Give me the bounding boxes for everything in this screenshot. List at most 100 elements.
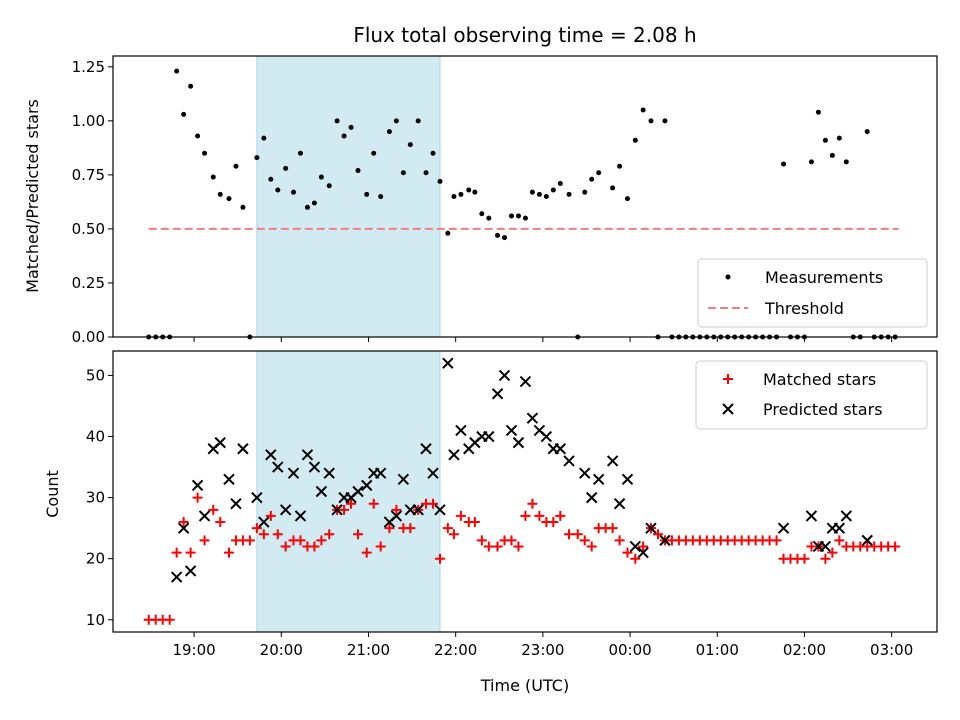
bottom-legend: Matched stars Predicted stars	[695, 360, 928, 430]
predicted-star-point	[805, 510, 818, 522]
measurement-point	[355, 168, 361, 174]
y-tick-label: 40	[86, 428, 105, 446]
legend-box	[695, 360, 928, 430]
measurement-point	[326, 183, 332, 189]
measurement-point	[202, 150, 208, 156]
predicted-star-point	[308, 461, 321, 473]
measurement-point	[589, 176, 595, 182]
bottom-axes: 10 20 30 40 50 19:00 20:00 21:00 22:00 23:00 00:00…	[86, 350, 938, 659]
measurement-point	[508, 213, 514, 219]
predicted-star-point	[540, 430, 553, 443]
measurement-point	[808, 159, 814, 165]
measurement-point	[437, 178, 443, 184]
predicted-star-point	[498, 369, 511, 382]
predicted-star-point	[184, 565, 197, 577]
matched-star-point	[455, 510, 466, 521]
legend-label-threshold: Threshold	[764, 299, 844, 318]
x-tick-label: 20:00	[260, 641, 303, 659]
predicted-star-point	[621, 473, 634, 485]
measurement-point	[240, 204, 246, 210]
measurement-point	[624, 196, 630, 202]
predicted-star-point	[279, 504, 292, 516]
predicted-star-point	[352, 485, 364, 498]
predicted-star-point	[170, 571, 183, 583]
matched-star-point	[652, 529, 663, 540]
matched-star-point	[192, 492, 203, 503]
measurement-point	[348, 124, 354, 130]
measurement-point	[290, 189, 296, 195]
predicted-star-point	[198, 510, 211, 522]
x-tick-label: 19:00	[172, 641, 215, 659]
legend-box	[697, 258, 928, 328]
predicted-star-point	[374, 467, 387, 479]
bottom-y-axis-label: Count	[43, 470, 62, 518]
matched-star-point	[442, 523, 453, 534]
predicted-star-point	[519, 375, 532, 388]
predicted-star-point	[294, 510, 307, 522]
matched-star-point	[469, 517, 480, 528]
predicted-star-point	[637, 546, 649, 559]
matched-star-point	[295, 535, 306, 546]
measurement-point	[297, 150, 303, 156]
predicted-star-point	[861, 534, 873, 547]
measurement-point	[829, 152, 835, 158]
matched-star-point	[827, 547, 838, 558]
matched-star-point	[316, 535, 327, 546]
measurement-point	[283, 165, 289, 171]
x-tick-label: 23:00	[521, 641, 564, 659]
matched-star-point	[492, 541, 503, 552]
y-tick-label: 20	[86, 550, 105, 568]
legend-label-matched: Matched stars	[763, 370, 876, 389]
shaded-observing-span	[256, 350, 441, 633]
matched-star-point	[391, 504, 402, 515]
y-tick-label: 0.50	[72, 220, 105, 238]
predicted-star-point	[512, 436, 525, 449]
measurement-point	[515, 213, 521, 219]
measurement-point	[864, 129, 870, 135]
predicted-star-point	[613, 498, 626, 510]
y-tick-label: 1.25	[72, 58, 105, 76]
x-tick-label: 03:00	[870, 641, 913, 659]
predicted-star-point	[287, 467, 300, 479]
legend-measurement-marker	[725, 274, 731, 280]
predicted-star-point	[214, 436, 226, 449]
matched-star-point	[890, 541, 901, 552]
matched-star-point	[564, 529, 575, 540]
matched-star-point	[375, 541, 386, 552]
y-tick-label: 0.75	[72, 166, 105, 184]
matched-star-point	[534, 510, 545, 521]
measurement-point	[226, 196, 232, 202]
matched-star-point	[280, 541, 291, 552]
measurement-point	[648, 118, 654, 124]
matched-star-point	[548, 517, 559, 528]
matched-star-point	[483, 541, 494, 552]
shaded-observing-span	[256, 55, 441, 338]
measurement-point	[843, 159, 849, 165]
predicted-star-point	[579, 467, 591, 479]
predicted-star-point	[629, 540, 642, 553]
predicted-star-point	[361, 479, 373, 492]
matched-star-point	[244, 535, 255, 546]
predicted-star-point	[427, 467, 439, 479]
measurement-point	[210, 174, 216, 180]
measurement-point	[261, 135, 267, 141]
predicted-star-point	[237, 443, 249, 455]
matched-star-point	[506, 535, 517, 546]
measurement-point	[386, 129, 392, 135]
matched-star-point	[324, 529, 335, 540]
measurement-point	[486, 215, 492, 221]
matched-star-point	[614, 535, 625, 546]
matched-star-point	[368, 498, 379, 509]
predicted-star-point	[606, 455, 619, 467]
predicted-star-point	[390, 510, 403, 522]
measurement-point	[596, 170, 602, 176]
matched-star-point	[309, 541, 320, 552]
matched-star-point	[199, 535, 210, 546]
top-axes: 0.00 0.25 0.50 0.75 1.00 1.25 Measurements Thre…	[72, 55, 938, 346]
measurement-point	[610, 185, 616, 191]
x-tick-label: 22:00	[434, 641, 477, 659]
matched-star-point	[215, 517, 226, 528]
measurement-point	[822, 137, 828, 143]
matched-star-point	[771, 535, 782, 546]
predicted-star-point	[526, 412, 539, 424]
